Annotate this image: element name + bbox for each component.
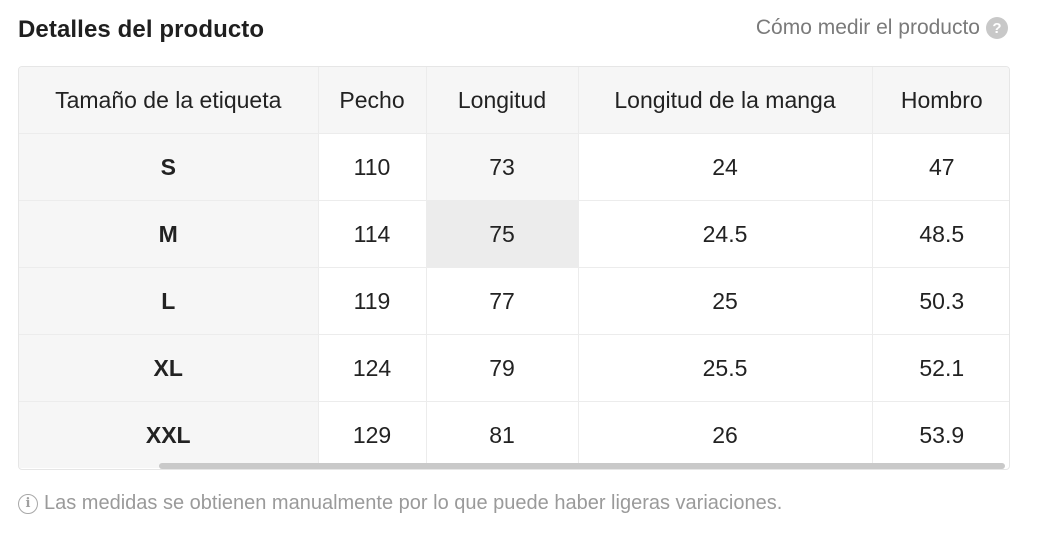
length-cell: 77 [426, 267, 579, 335]
product-details-header: Detalles del producto Cómo medir el prod… [18, 14, 1008, 48]
size-cell: S [19, 133, 319, 201]
table-row: XXL 129 81 26 53.9 [19, 401, 1009, 468]
how-to-measure-label[interactable]: Cómo medir el producto [755, 16, 980, 39]
size-table: Tamaño de la etiqueta Pecho Longitud Lon… [19, 67, 1009, 468]
table-row: L 119 77 25 50.3 [19, 267, 1009, 335]
size-cell: XXL [19, 401, 319, 468]
shoulder-cell: 53.9 [919, 421, 965, 448]
shoulder-cell: 50.3 [872, 267, 1009, 335]
size-cell: M [19, 200, 319, 268]
shoulder-cell: 52.1 [872, 334, 1009, 402]
shoulder-cell: 47 [872, 133, 1009, 201]
length-cell: 73 [426, 133, 579, 201]
chest-cell: 124 [318, 334, 427, 402]
question-circle-icon[interactable]: ? [986, 17, 1008, 39]
sleeve-length-cell: 24 [578, 133, 873, 201]
table-row: XL 124 79 25.5 52.1 [19, 334, 1009, 402]
size-cell: L [19, 267, 319, 335]
horizontal-scrollbar[interactable] [159, 463, 1005, 469]
column-header-size-label: Tamaño de la etiqueta [19, 67, 319, 134]
info-circle-icon: i [18, 493, 38, 514]
chest-cell: 129 [318, 401, 427, 468]
how-to-measure-link[interactable]: Cómo medir el producto ? [756, 16, 1008, 40]
sleeve-length-cell: 25 [578, 267, 873, 335]
length-cell: 79 [426, 334, 579, 402]
sleeve-length-cell: 24.5 [578, 200, 873, 268]
page-title: Detalles del producto [18, 16, 265, 43]
column-header-chest: Pecho [318, 67, 427, 134]
sleeve-length-cell: 26 [578, 401, 873, 468]
chest-cell: 110 [318, 133, 427, 201]
measurement-note: i Las medidas se obtienen manualmente po… [18, 492, 782, 515]
chest-cell: 114 [318, 200, 427, 268]
length-cell: 75 [426, 200, 579, 268]
length-cell: 81 [426, 401, 579, 468]
column-header-shoulder: Hombro [872, 67, 1009, 134]
size-cell: XL [19, 334, 319, 402]
table-header-row: Tamaño de la etiqueta Pecho Longitud Lon… [19, 67, 1009, 134]
column-header-sleeve-length: Longitud de la manga [578, 67, 873, 134]
chest-cell: 119 [318, 267, 427, 335]
measurement-note-text: Las medidas se obtienen manualmente por … [44, 492, 783, 514]
table-row: S 110 73 24 47 [19, 133, 1009, 201]
shoulder-cell: 48.5 [872, 200, 1009, 268]
table-row: M 114 75 24.5 48.5 [19, 200, 1009, 268]
sleeve-length-cell: 25.5 [578, 334, 873, 402]
column-header-length: Longitud [426, 67, 579, 134]
size-table-container: Tamaño de la etiqueta Pecho Longitud Lon… [18, 66, 1010, 470]
